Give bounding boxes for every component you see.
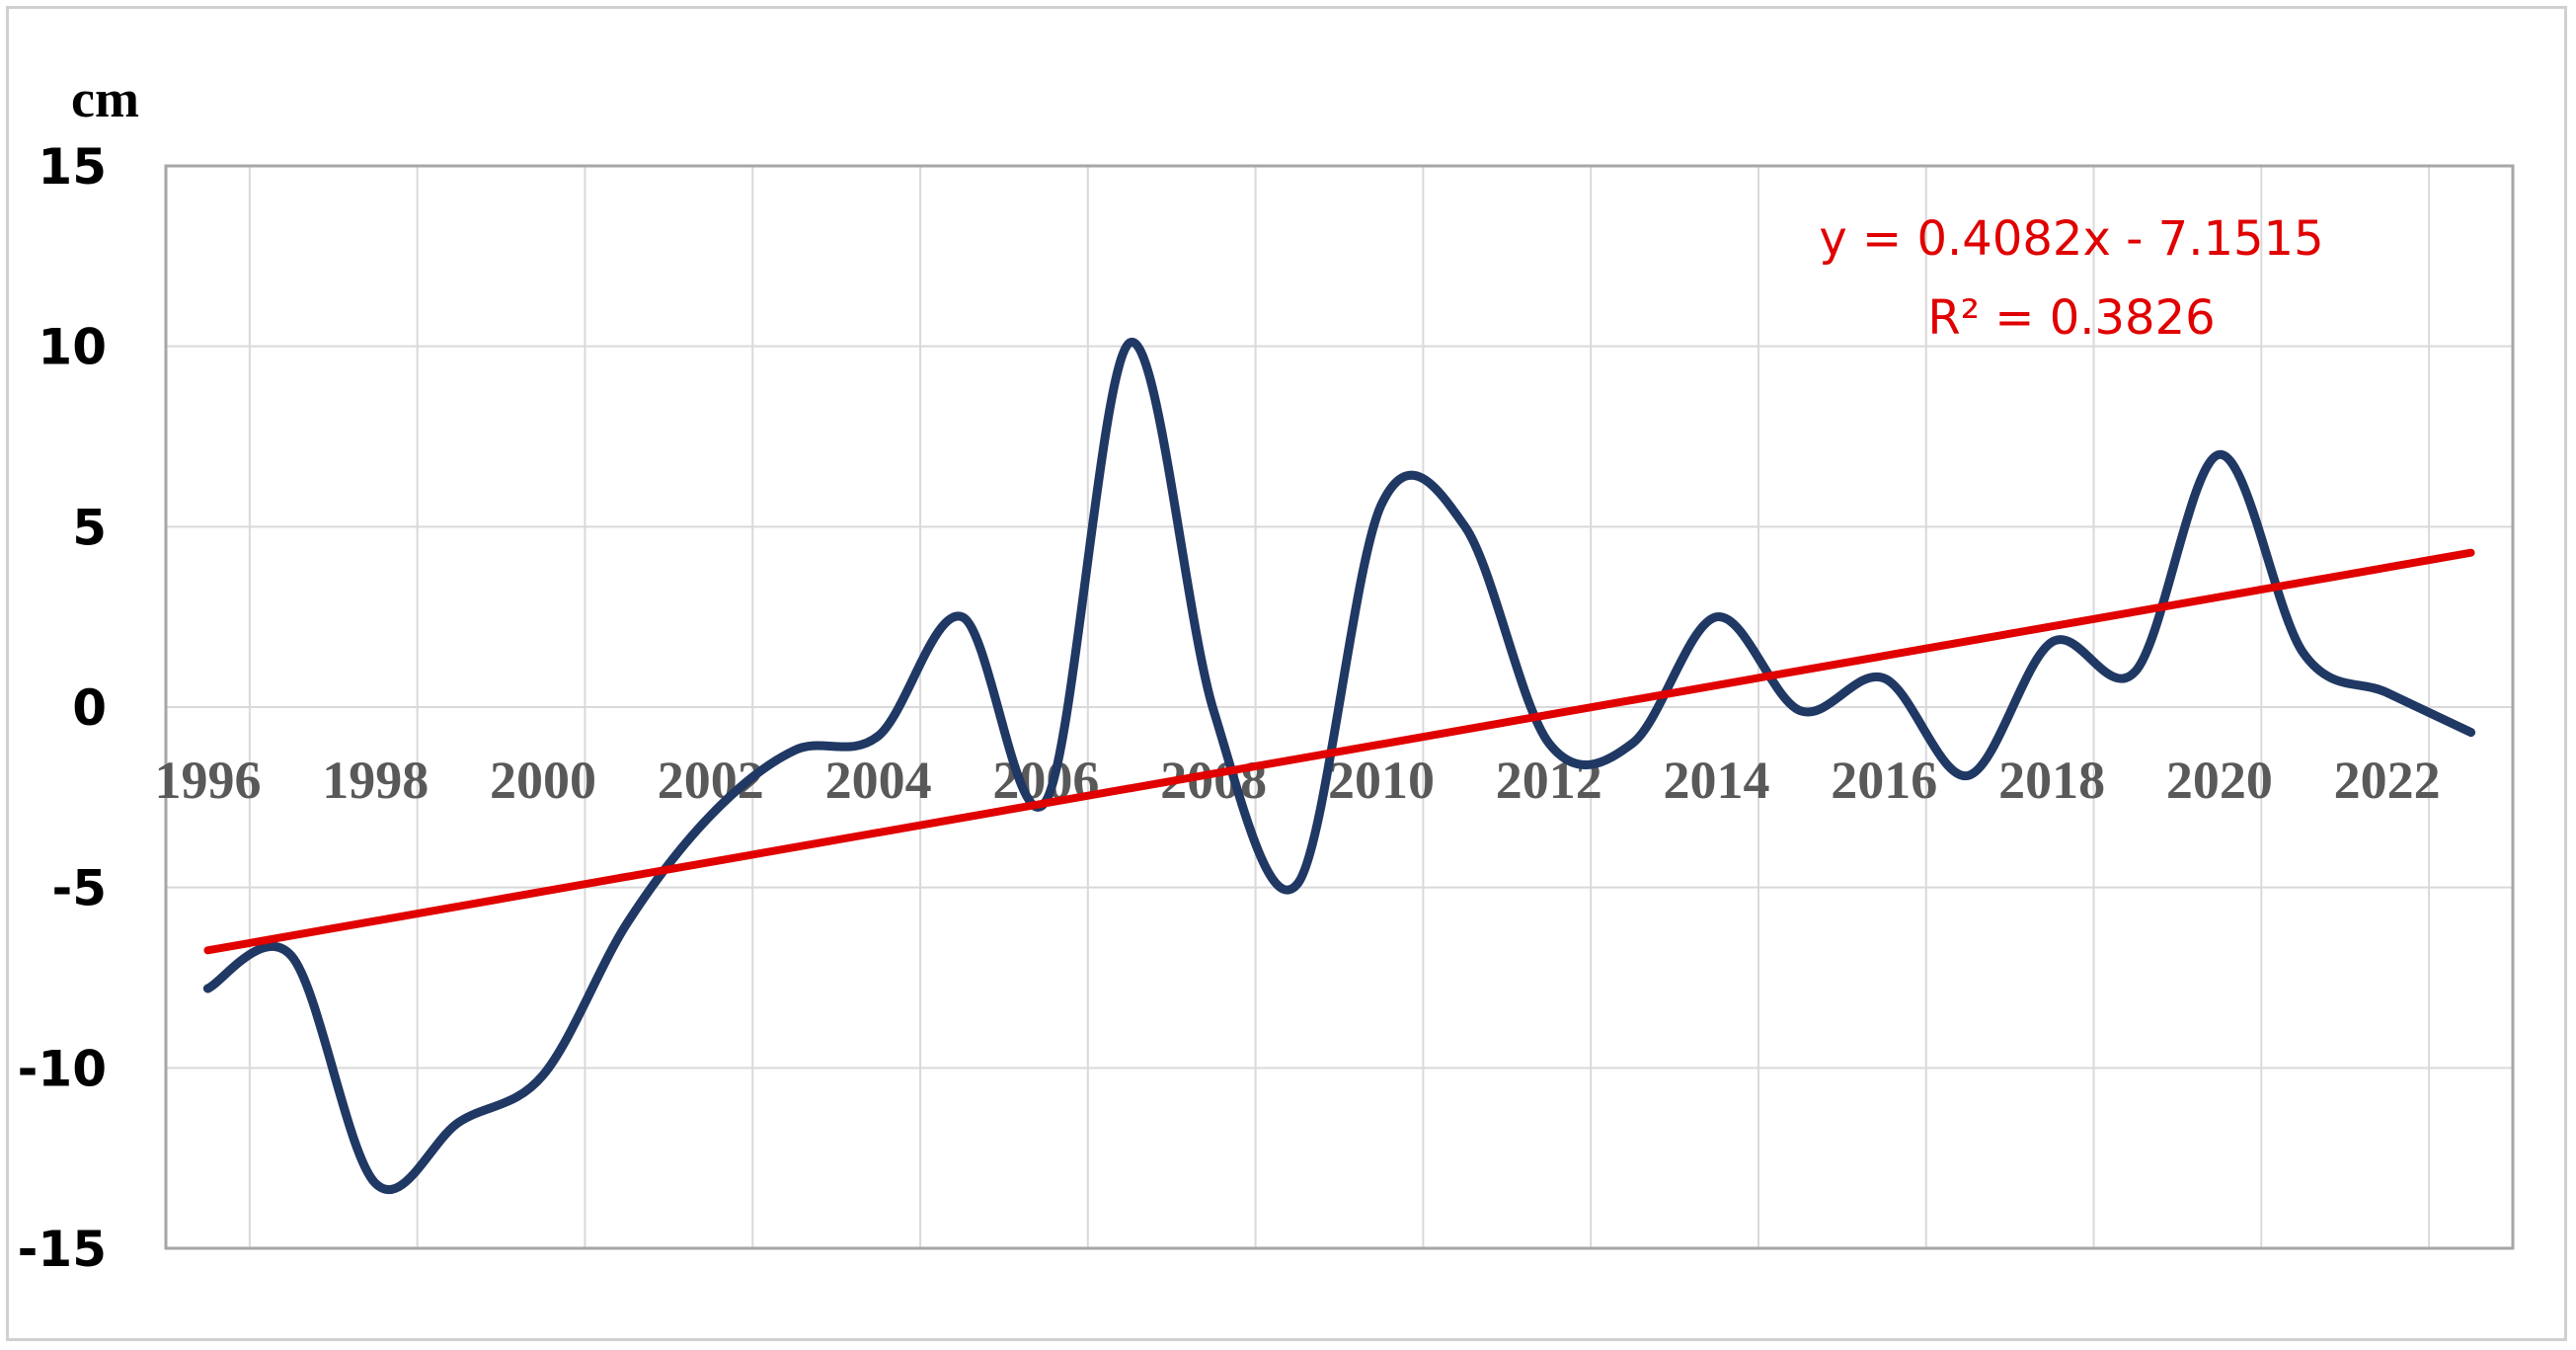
x-tick-label: 2012 xyxy=(1496,751,1602,810)
plot-area-border xyxy=(164,164,2515,1250)
y-tick-label: 15 xyxy=(38,138,107,196)
trendline-equation: y = 0.4082x - 7.1515 xyxy=(1819,211,2323,267)
x-tick-label: 2010 xyxy=(1328,751,1435,810)
y-tick-label: 10 xyxy=(38,319,107,376)
x-tick-label: 2000 xyxy=(490,751,596,810)
x-tick-label: 2016 xyxy=(1831,751,1937,810)
x-axis: 1996 1998 2000 2002 2004 2006 2008 2010 2012 2014… xyxy=(154,751,2440,810)
series-line xyxy=(202,338,2476,1195)
x-tick-label: 2020 xyxy=(2166,751,2273,810)
y-tick-label: 0 xyxy=(72,679,107,737)
trendline xyxy=(203,548,2475,955)
x-tick-label: 2014 xyxy=(1664,751,1770,810)
x-tick-label: 1998 xyxy=(322,751,429,810)
x-tick-label: 2022 xyxy=(2334,751,2441,810)
y-tick-label: -10 xyxy=(18,1040,107,1097)
y-tick-label: 5 xyxy=(72,499,107,556)
y-axis-unit-label: cm xyxy=(71,69,139,128)
y-tick-label: -15 xyxy=(18,1221,107,1278)
x-tick-label: 2004 xyxy=(825,751,932,810)
x-tick-label: 1996 xyxy=(154,751,261,810)
y-tick-label: -5 xyxy=(51,860,107,917)
x-tick-label: 2018 xyxy=(1998,751,2105,810)
trendline-r-squared: R² = 0.3826 xyxy=(1927,290,2215,346)
y-axis: 15 10 5 0 -5 -10 -15 xyxy=(18,138,107,1278)
chart-frame xyxy=(6,6,2567,1341)
